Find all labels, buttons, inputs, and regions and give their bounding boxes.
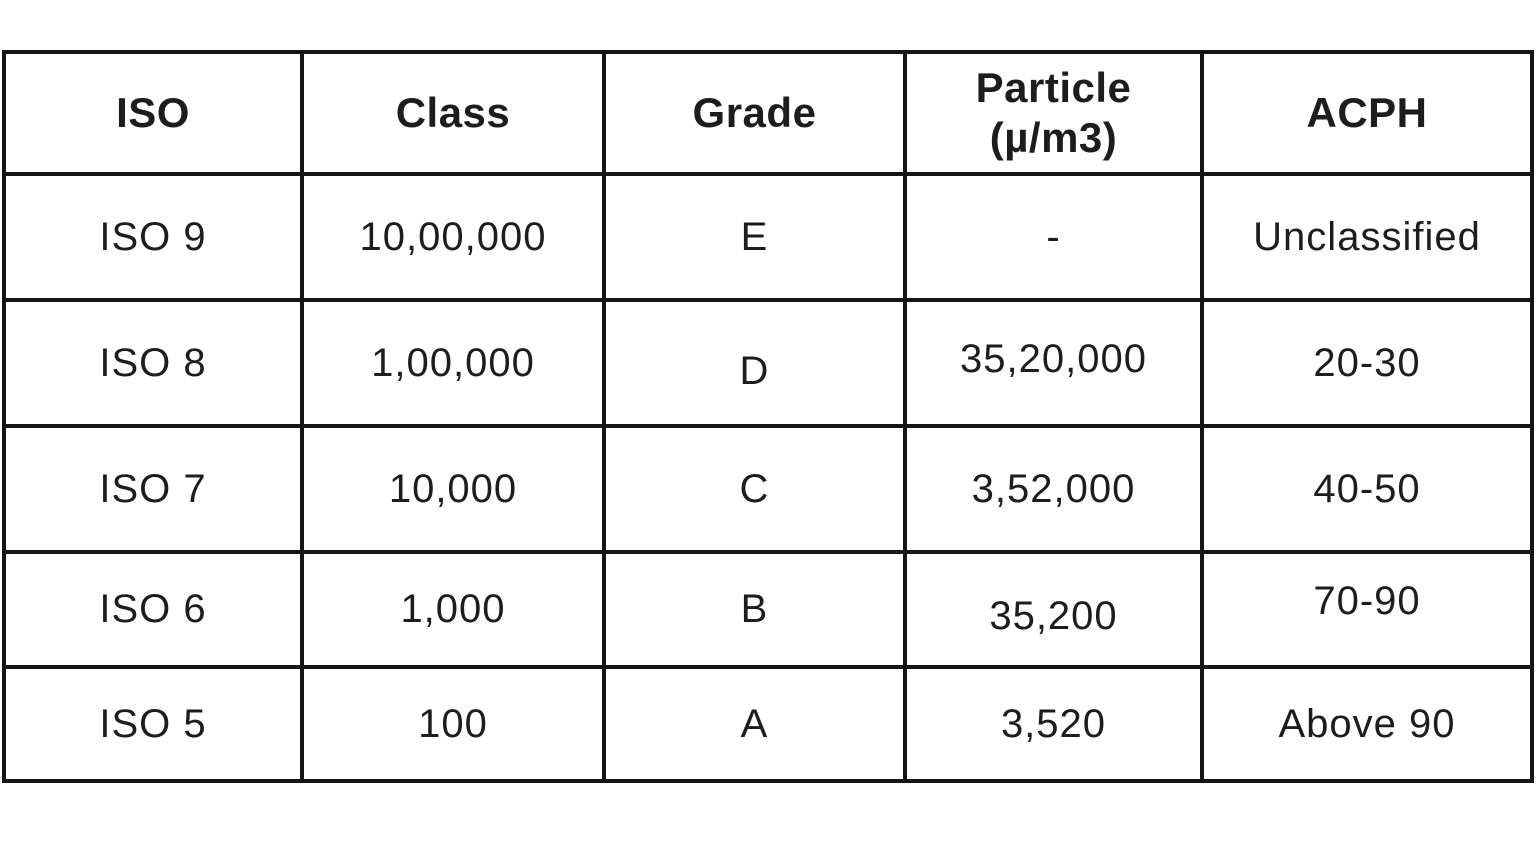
cell-iso: ISO 9 — [2, 172, 304, 302]
cell-particle: 3,520 — [903, 665, 1204, 783]
cell-class: 1,00,000 — [300, 298, 606, 428]
table-row-iso7: ISO 7 10,000 C 3,52,000 40-50 — [2, 424, 1534, 554]
cell-acph: Above 90 — [1200, 665, 1534, 783]
table-row-iso5: ISO 5 100 A 3,520 Above 90 — [2, 665, 1534, 783]
cell-particle: 35,20,000 — [903, 298, 1204, 428]
table-row-iso9: ISO 9 10,00,000 E - Unclassified — [2, 172, 1534, 302]
cell-class: 100 — [300, 665, 606, 783]
header-cell-iso: ISO — [2, 50, 304, 176]
cell-iso: ISO 5 — [2, 665, 304, 783]
cell-grade: C — [602, 424, 907, 554]
table-row-iso6: ISO 6 1,000 B 35,200 70-90 — [2, 550, 1534, 669]
cell-particle: 35,200 — [903, 550, 1204, 669]
cell-particle: - — [903, 172, 1204, 302]
cell-grade: B — [602, 550, 907, 669]
cell-acph: 70-90 — [1200, 550, 1534, 669]
table-row-iso8: ISO 8 1,00,000 D 35,20,000 20-30 — [2, 298, 1534, 428]
cell-acph: 40-50 — [1200, 424, 1534, 554]
header-cell-grade: Grade — [602, 50, 907, 176]
cell-grade: D — [602, 298, 907, 428]
cell-class: 10,000 — [300, 424, 606, 554]
header-row: ISO Class Grade Particle (µ/m3) ACPH — [2, 50, 1534, 176]
cell-particle: 3,52,000 — [903, 424, 1204, 554]
header-cell-particle: Particle (µ/m3) — [903, 50, 1204, 176]
cell-iso: ISO 6 — [2, 550, 304, 669]
cleanroom-classification-table: ISO Class Grade Particle (µ/m3) ACPH ISO… — [2, 50, 1534, 783]
cell-acph: Unclassified — [1200, 172, 1534, 302]
cell-class: 10,00,000 — [300, 172, 606, 302]
cell-iso: ISO 8 — [2, 298, 304, 428]
cell-class: 1,000 — [300, 550, 606, 669]
header-cell-acph: ACPH — [1200, 50, 1534, 176]
cell-grade: E — [602, 172, 907, 302]
cell-grade: A — [602, 665, 907, 783]
cell-acph: 20-30 — [1200, 298, 1534, 428]
header-cell-class: Class — [300, 50, 606, 176]
cell-iso: ISO 7 — [2, 424, 304, 554]
